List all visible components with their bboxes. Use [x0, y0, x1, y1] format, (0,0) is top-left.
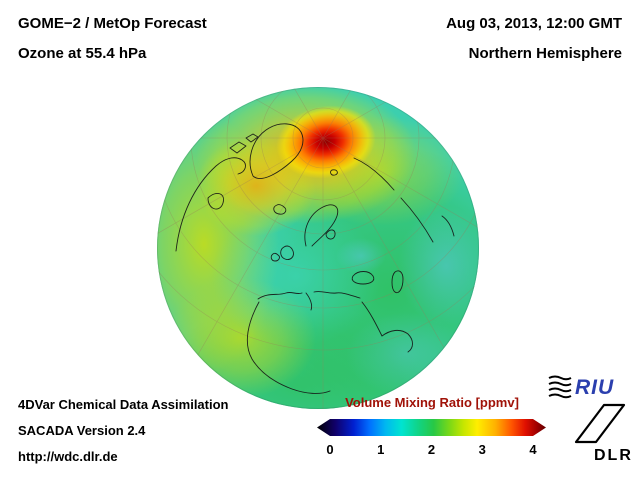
colorbar-tick-4: 4 [529, 442, 537, 457]
globe-svg [157, 87, 479, 409]
colorbar-tick-3: 3 [478, 442, 486, 457]
globe-rim [157, 87, 479, 409]
colorbar-tick-0: 0 [326, 442, 334, 457]
riu-logo-text: RIU [575, 375, 615, 399]
colorbar-tick-1: 1 [377, 442, 385, 457]
datetime-label: Aug 03, 2013, 12:00 GMT [446, 15, 622, 32]
ozone-globe-map [156, 86, 480, 410]
footer-version: SACADA Version 2.4 [18, 423, 146, 438]
header-left: GOME−2 / MetOp Forecast Ozone at 55.4 hP… [18, 9, 207, 69]
title-line2: Ozone at 55.4 hPa [18, 45, 147, 62]
footer-block: 4DVar Chemical Data Assimilation SACADA … [18, 392, 229, 470]
dlr-emblem-icon [574, 403, 626, 444]
colorbar-tick-2: 2 [427, 442, 436, 457]
coastlines [175, 123, 455, 394]
dlr-logo-text: DLR [594, 447, 633, 464]
colorbar-label: Volume Mixing Ratio [ppmv] [345, 395, 519, 410]
region-label: Northern Hemisphere [468, 45, 622, 62]
header-right: Aug 03, 2013, 12:00 GMT Northern Hemisph… [446, 9, 622, 69]
colorbar-strip [317, 419, 546, 436]
riu-waves-icon [548, 375, 572, 399]
riu-logo: RIU [548, 371, 624, 403]
colorbar-ticks: 0 1 2 3 4 [326, 442, 537, 460]
footer-url: http://wdc.dlr.de [18, 449, 118, 464]
footer-assimilation: 4DVar Chemical Data Assimilation [18, 397, 229, 412]
title-line1: GOME−2 / MetOp Forecast [18, 15, 207, 32]
